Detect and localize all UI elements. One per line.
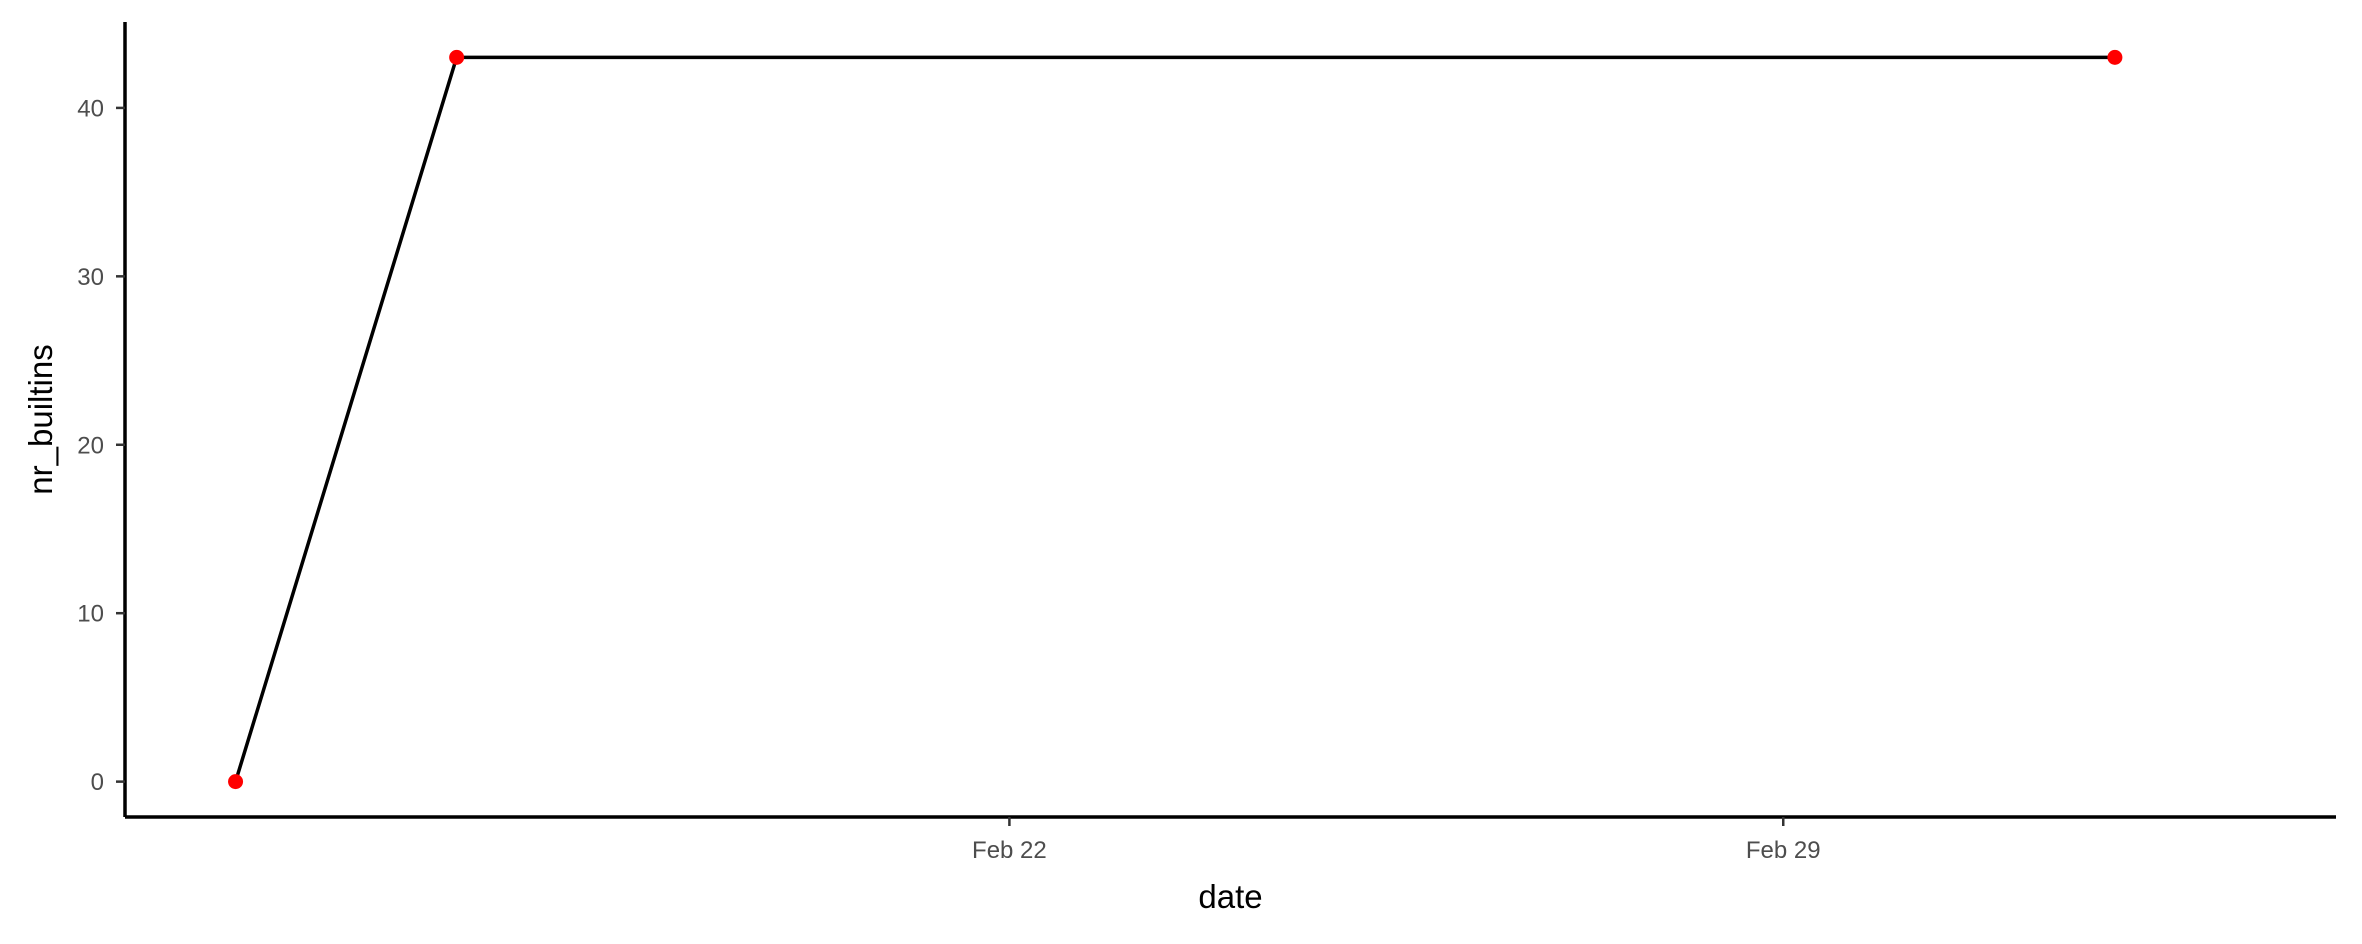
y-axis-title: nr_builtins: [22, 344, 59, 494]
x-axis: Feb 22 Feb 29: [125, 815, 2336, 864]
y-tick-label: 0: [91, 769, 104, 796]
plot-marks: [228, 49, 2123, 790]
x-tick-label: Feb 22: [972, 837, 1047, 864]
x-axis-title: date: [1198, 878, 1262, 915]
y-axis: 0 10 20 30 40: [77, 22, 127, 817]
x-tick-label: Feb 29: [1746, 837, 1821, 864]
y-tick-label: 40: [77, 95, 104, 122]
y-tick-label: 10: [77, 601, 104, 628]
y-tick-label: 30: [77, 264, 104, 291]
series-line: [233, 55, 2115, 783]
data-point: [228, 774, 244, 790]
data-point: [2107, 49, 2123, 65]
y-tick-label: 20: [77, 432, 104, 459]
data-point: [449, 49, 465, 65]
